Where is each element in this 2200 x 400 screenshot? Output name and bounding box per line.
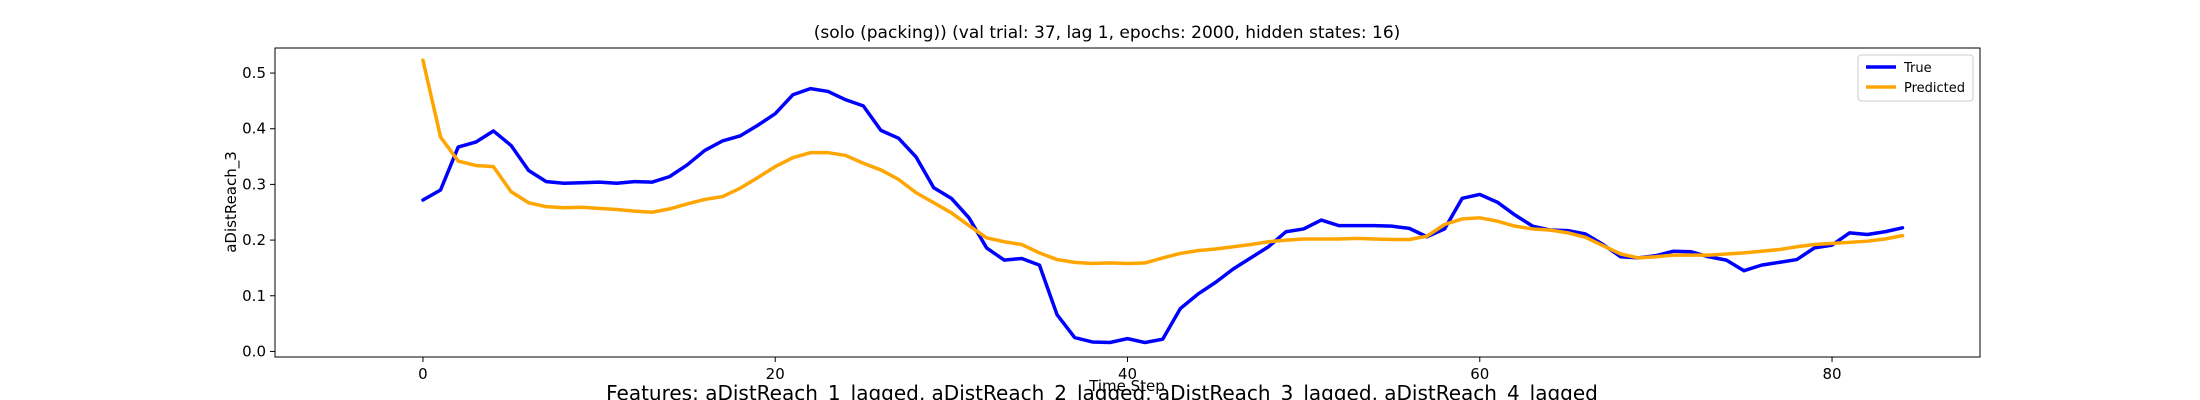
y-tick-label: 0.1 — [242, 287, 266, 305]
y-axis-label: aDistReach_3 — [222, 151, 241, 253]
x-tick-label: 80 — [1822, 365, 1841, 383]
x-tick-label: 60 — [1470, 365, 1489, 383]
series-layer — [421, 58, 1905, 345]
legend-label-predicted: Predicted — [1904, 81, 1965, 96]
x-axis: 0 20 40 60 80 — [418, 357, 1842, 383]
features-caption: Features: aDistReach_1_lagged, aDistReac… — [606, 381, 1598, 400]
x-tick-label: 0 — [418, 365, 428, 383]
y-tick-label: 0.0 — [242, 342, 266, 360]
x-axis-label: Time Step — [1088, 377, 1165, 395]
y-axis: 0.0 0.1 0.2 0.3 0.4 0.5 — [242, 64, 275, 360]
y-tick-label: 0.2 — [242, 231, 266, 249]
legend-label-true: True — [1903, 61, 1932, 76]
y-tick-label: 0.3 — [242, 175, 266, 193]
chart-title: (solo (packing)) (val trial: 37, lag 1, … — [814, 23, 1401, 43]
y-tick-label: 0.5 — [242, 64, 266, 82]
x-tick-label: 40 — [1118, 365, 1137, 383]
x-tick-label: 20 — [766, 365, 785, 383]
series-line-predicted — [421, 58, 1905, 266]
y-tick-label: 0.4 — [242, 120, 266, 138]
plot-area — [274, 47, 1981, 358]
legend: True Predicted — [1857, 54, 1974, 102]
